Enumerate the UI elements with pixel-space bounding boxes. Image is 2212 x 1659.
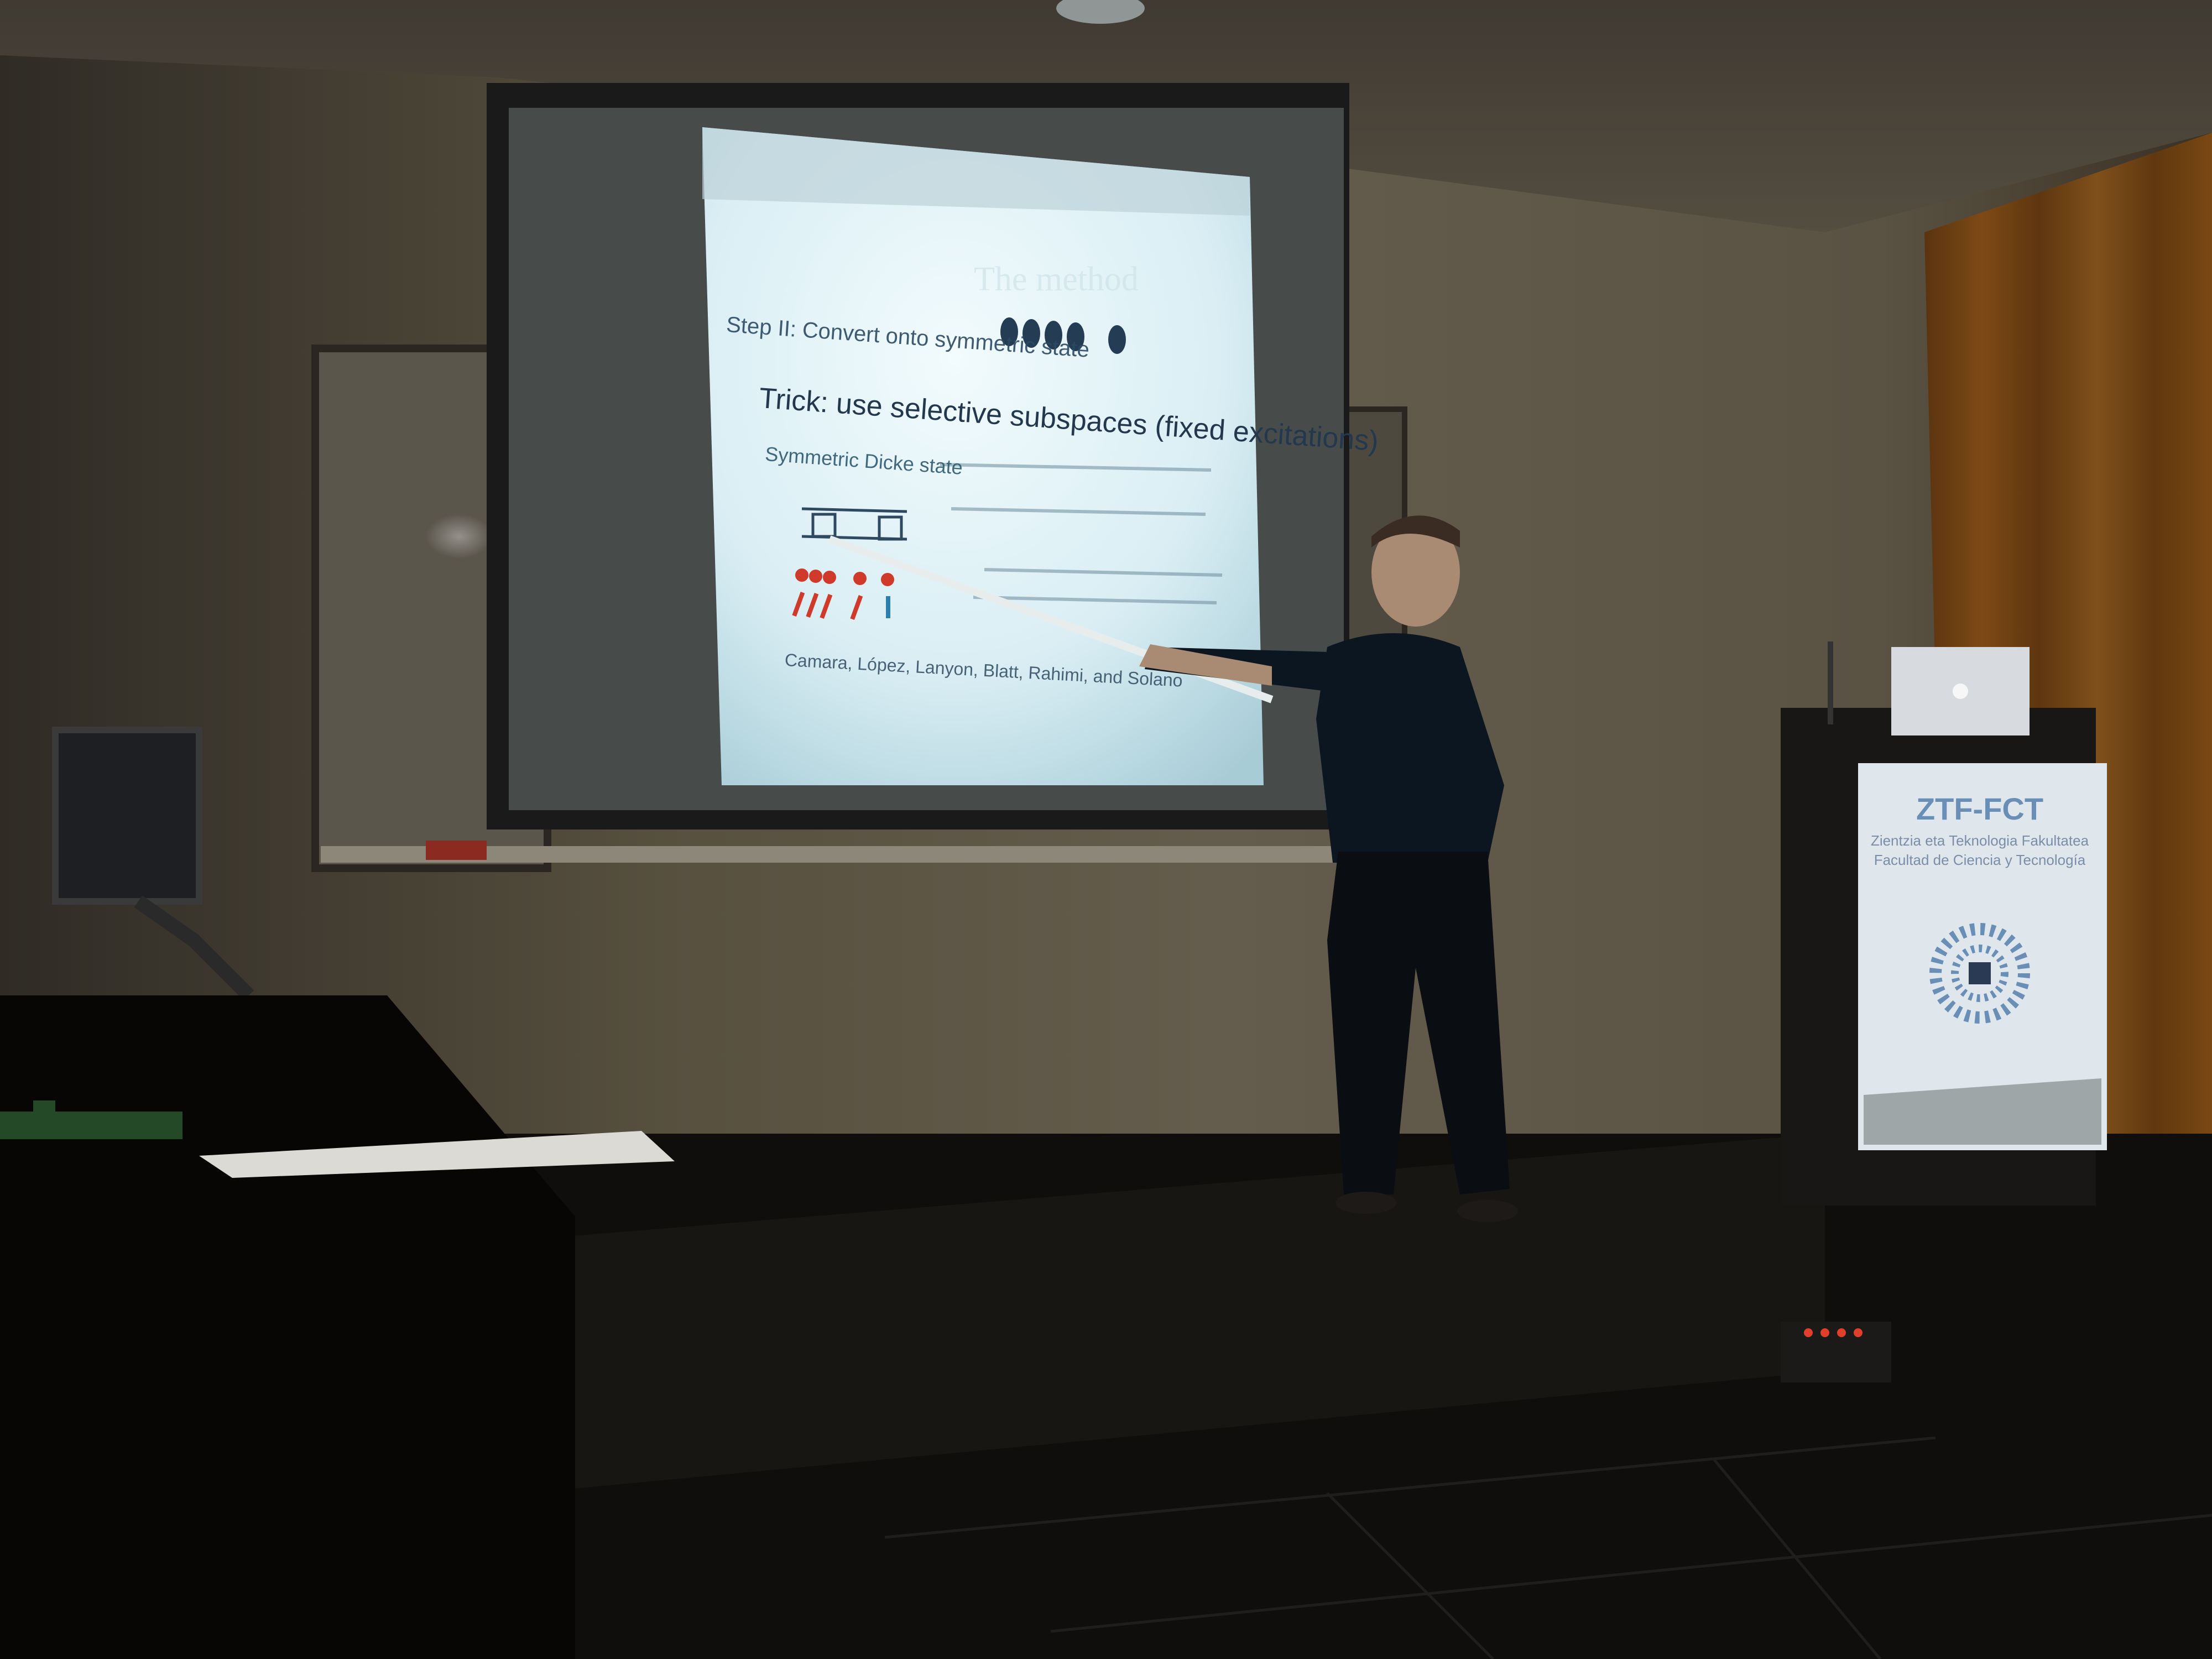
monitor-arm — [134, 895, 254, 1001]
stage-front — [470, 1134, 1825, 1493]
qubit-state-icons — [1000, 317, 1126, 354]
slide-title: The method — [974, 260, 1139, 298]
eraser — [426, 841, 487, 860]
presenter-shoe-right — [1457, 1200, 1518, 1222]
floor-outlet — [1781, 1322, 1891, 1383]
ceiling-light — [1056, 0, 1145, 24]
floor-tiles — [884, 1436, 2212, 1659]
cables — [0, 1100, 182, 1139]
presenter-head — [1371, 518, 1460, 627]
energy-level-diagram — [801, 507, 907, 541]
banner-logo — [1929, 923, 2030, 1024]
whiteboard-glare — [426, 514, 492, 559]
whiteboard-tray — [321, 846, 1427, 863]
outlet-leds — [1804, 1328, 1863, 1337]
projected-slide — [702, 127, 1264, 785]
banner-line-1: Zientzia eta Teknologia Fakultatea — [1870, 832, 2089, 849]
blurred-equations — [940, 463, 1223, 604]
monitor — [52, 727, 202, 905]
presenter-shirt — [1316, 633, 1504, 863]
blue-spin-icon — [886, 596, 890, 618]
paper-stack — [199, 1131, 675, 1178]
presenter-arm — [1139, 644, 1272, 686]
presenter-shoe-left — [1335, 1192, 1396, 1214]
banner-line-2: Facultad de Ciencia y Tecnología — [1874, 852, 2086, 868]
red-spin-icons — [792, 568, 894, 620]
microphone — [1828, 641, 1833, 724]
slide-header-band — [702, 127, 1250, 216]
presenter-trousers — [1327, 852, 1510, 1194]
apple-logo-icon — [1953, 684, 1968, 699]
presenter-hair — [1371, 515, 1460, 547]
banner-building-photo — [1864, 1078, 2101, 1145]
banner-title: ZTF-FCT — [1916, 791, 2044, 826]
presenter — [1139, 515, 1518, 1222]
